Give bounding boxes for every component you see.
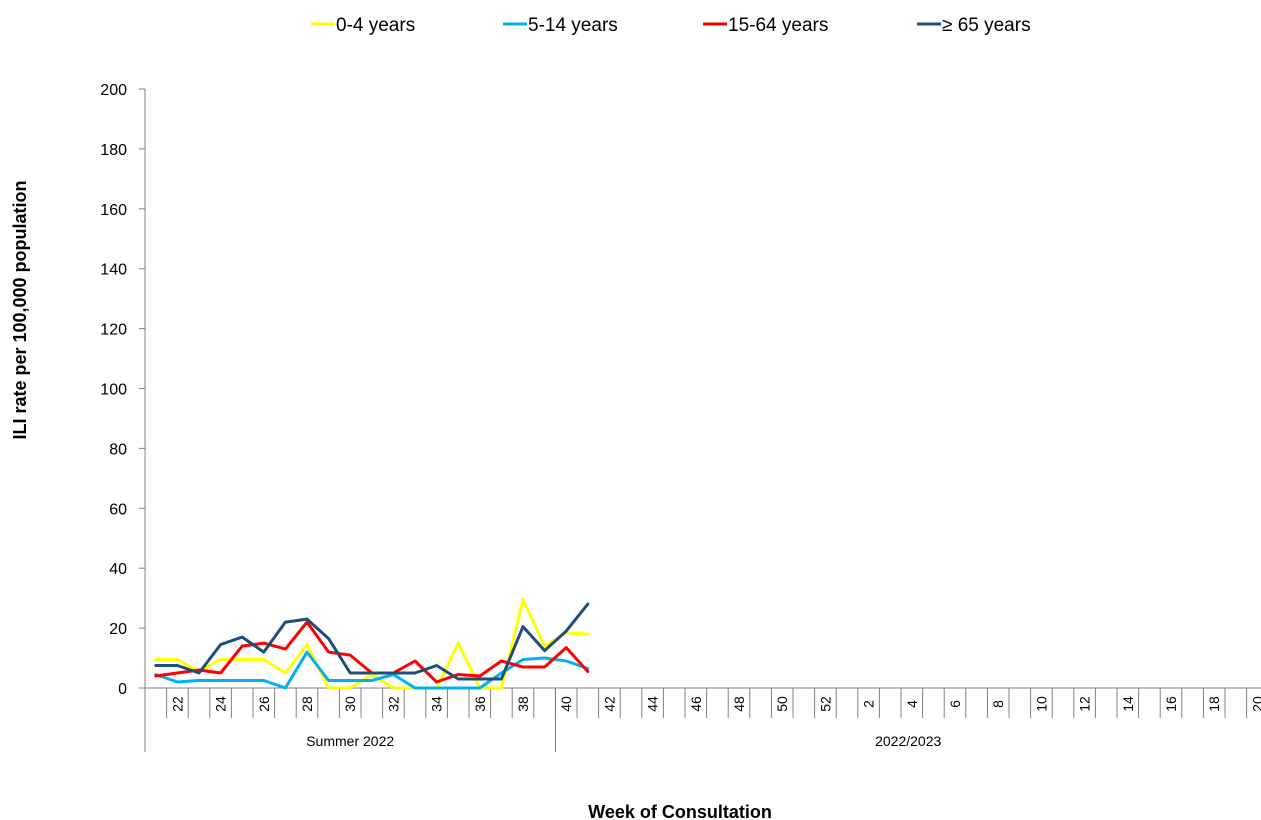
x-tick-text: 42 <box>601 696 617 712</box>
y-tick-label: 60 <box>109 501 127 518</box>
x-tick-label: 20 <box>1249 696 1261 712</box>
y-tick-label: 80 <box>109 441 127 458</box>
x-tick-label: 44 <box>645 696 661 712</box>
x-tick-label: 32 <box>385 696 401 712</box>
legend-label: 0-4 years <box>336 15 415 36</box>
x-tick-text: 8 <box>990 700 1006 708</box>
x-tick-text: 26 <box>256 696 272 712</box>
series-line-65-years <box>154 602 590 681</box>
x-tick-text: 48 <box>731 696 747 712</box>
x-axis-title: Week of Consultation <box>588 802 772 820</box>
legend-label: ≥ 65 years <box>942 15 1031 36</box>
x-tick-label: 38 <box>515 696 531 712</box>
x-tick-label: 40 <box>558 696 574 712</box>
y-tick-label: 100 <box>100 382 127 399</box>
y-tick-label: 140 <box>100 262 127 279</box>
x-tick-label: 30 <box>342 696 358 712</box>
x-tick-text: 10 <box>1033 696 1049 712</box>
x-tick-label: 24 <box>213 696 229 712</box>
series-lines <box>154 598 590 690</box>
x-tick-text: 12 <box>1077 696 1093 712</box>
x-tick-text: 2 <box>861 700 877 708</box>
x-tick-text: 52 <box>817 696 833 712</box>
x-tick-label: 34 <box>429 696 445 712</box>
x-tick-text: 32 <box>385 696 401 712</box>
series-line-5-14-years <box>154 650 590 690</box>
legend: 0-4 years 5-14 years 15-64 years ≥ 65 years <box>311 15 1031 36</box>
y-tick-label: 180 <box>100 142 127 159</box>
x-tick-text: 46 <box>688 696 704 712</box>
x-tick-label: 28 <box>299 696 315 712</box>
y-tick-label: 20 <box>109 621 127 638</box>
x-tick-label: 14 <box>1120 696 1136 712</box>
y-tick-label: 0 <box>118 681 127 698</box>
x-tick-label: 2 <box>861 700 877 708</box>
x-tick-text: 14 <box>1120 696 1136 712</box>
y-tick-label: 200 <box>100 82 127 99</box>
x-tick-text: 50 <box>774 696 790 712</box>
y-tick-label: 120 <box>100 322 127 339</box>
period-label-season: 2022/2023 <box>875 733 941 749</box>
x-tick-text: 20 <box>1249 696 1261 712</box>
y-axis: 0 20 40 60 80 100 120 140 160 180 200 <box>100 82 146 698</box>
x-tick-text: 28 <box>299 696 315 712</box>
x-tick-label: 12 <box>1077 696 1093 712</box>
x-tick-label: 46 <box>688 696 704 712</box>
x-tick-text: 44 <box>645 696 661 712</box>
y-tick-label: 40 <box>109 561 127 578</box>
x-tick-label: 18 <box>1206 696 1222 712</box>
x-tick-label: 26 <box>256 696 272 712</box>
x-tick-label: 4 <box>904 700 920 708</box>
x-tick-text: 30 <box>342 696 358 712</box>
x-tick-label: 52 <box>817 696 833 712</box>
x-tick-text: 16 <box>1163 696 1179 712</box>
y-axis-title: ILI rate per 100,000 population <box>10 180 30 439</box>
x-tick-label: 22 <box>169 696 185 712</box>
x-tick-label: 16 <box>1163 696 1179 712</box>
x-tick-text: 38 <box>515 696 531 712</box>
x-tick-text: 6 <box>947 700 963 708</box>
x-tick-text: 40 <box>558 696 574 712</box>
x-tick-label: 48 <box>731 696 747 712</box>
x-tick-label: 8 <box>990 700 1006 708</box>
x-tick-label: 36 <box>472 696 488 712</box>
x-tick-text: 18 <box>1206 696 1222 712</box>
x-tick-label: 6 <box>947 700 963 708</box>
x-tick-label: 42 <box>601 696 617 712</box>
legend-label: 15-64 years <box>728 15 828 36</box>
legend-label: 5-14 years <box>528 15 618 36</box>
y-tick-label: 160 <box>100 202 127 219</box>
x-tick-text: 36 <box>472 696 488 712</box>
period-label-summer: Summer 2022 <box>306 733 394 749</box>
x-tick-label: 50 <box>774 696 790 712</box>
x-axis: 22 24 26 28 30 32 34 36 38 40 42 44 46 48 50 52 2 4 6 8 10 12… <box>144 687 1261 752</box>
x-tick-text: 34 <box>429 696 445 712</box>
x-tick-text: 4 <box>904 700 920 708</box>
x-tick-text: 22 <box>169 696 185 712</box>
x-tick-label: 10 <box>1033 696 1049 712</box>
x-tick-text: 24 <box>213 696 229 712</box>
